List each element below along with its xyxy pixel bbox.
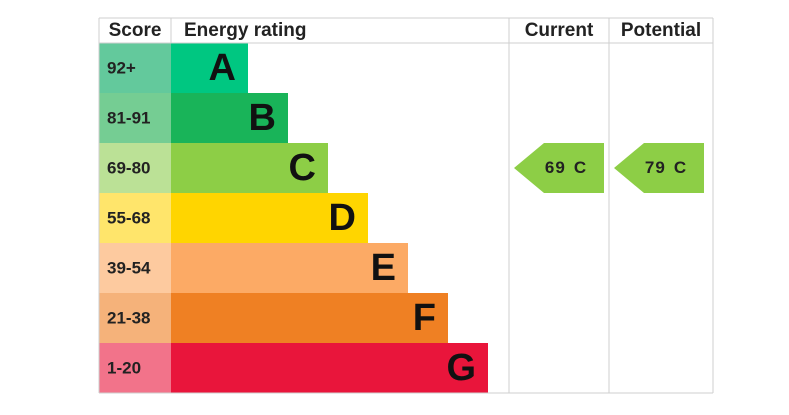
potential-header: Potential	[621, 20, 701, 41]
score-cell	[99, 343, 171, 393]
rating-header: Energy rating	[184, 20, 306, 41]
score-cell	[99, 143, 171, 193]
arrow	[514, 143, 604, 193]
rating-bar	[171, 93, 288, 143]
score-label: 55-68	[107, 208, 150, 227]
score-header: Score	[109, 20, 162, 41]
rating-band: C	[674, 158, 687, 177]
rating-letter: G	[446, 347, 476, 389]
current-indicator: 69 C	[514, 143, 604, 193]
score-cell	[99, 43, 171, 93]
score-cell	[99, 293, 171, 343]
rating-band: C	[574, 158, 587, 177]
rating-bar	[171, 293, 448, 343]
potential-indicator: 79 C	[614, 143, 704, 193]
arrow	[614, 143, 704, 193]
rating-letter: D	[329, 197, 356, 239]
rating-bar	[171, 193, 368, 243]
rating-bar	[171, 43, 248, 93]
score-cell	[99, 193, 171, 243]
score-label: 1-20	[107, 358, 141, 377]
rating-letter: B	[249, 97, 276, 139]
rating-bar	[171, 143, 328, 193]
rating-value: 69	[545, 158, 566, 177]
rating-letter: C	[289, 147, 316, 189]
score-cell	[99, 93, 171, 143]
score-label: 81-91	[107, 108, 150, 127]
rating-letter: F	[413, 297, 436, 339]
score-cell	[99, 243, 171, 293]
score-label: 39-54	[107, 258, 151, 277]
rating-letter: E	[371, 247, 396, 289]
rating-value: 79	[645, 158, 666, 177]
score-label: 92+	[107, 58, 136, 77]
score-label: 69-80	[107, 158, 150, 177]
arrow-label: 79 C	[645, 158, 687, 177]
arrow-label: 69 C	[545, 158, 587, 177]
rating-bar	[171, 343, 488, 393]
rating-letter: A	[209, 47, 236, 89]
current-header: Current	[525, 20, 594, 41]
score-label: 21-38	[107, 308, 150, 327]
rating-bar	[171, 243, 408, 293]
